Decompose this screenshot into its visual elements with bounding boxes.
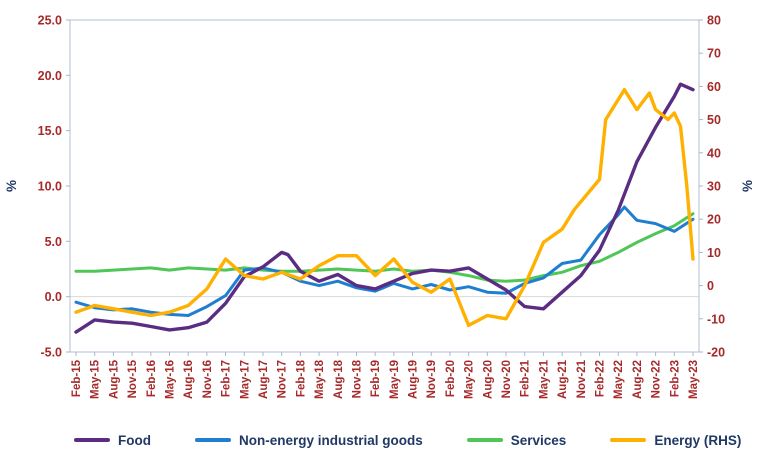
x-tick-label: Feb-17 (221, 360, 233, 397)
x-tick-label: Feb-21 (520, 359, 532, 397)
x-tick-label: May-20 (464, 360, 476, 399)
x-tick-label: May-18 (314, 359, 326, 399)
y-left-tick-label: 25.0 (38, 14, 62, 28)
x-tick-label: Aug-18 (333, 359, 345, 399)
y-left-tick-label: -5.0 (40, 346, 62, 360)
series-line-non-energy-industrial-goods (74, 205, 695, 317)
right-axis-title: % (740, 180, 755, 192)
series-line-food (74, 82, 695, 334)
x-tick-label: Aug-16 (183, 360, 195, 399)
legend-item-energy-rhs: Energy (RHS) (610, 433, 741, 448)
chart-legend: Food Non-energy industrial goods Services E… (0, 415, 768, 465)
x-tick-label: Nov-17 (277, 360, 289, 398)
y-right-tick-label: 10 (707, 246, 721, 260)
x-tick-label: Aug-22 (632, 360, 644, 399)
y-right-tick-label: -10 (707, 312, 725, 326)
x-tick-label: Feb-22 (595, 360, 607, 397)
x-tick-label: Aug-17 (258, 360, 270, 399)
y-left-tick-label: 0.0 (45, 290, 62, 304)
legend-swatch-food (74, 437, 110, 443)
y-right-tick-label: 80 (707, 14, 721, 28)
left-axis-title: % (4, 180, 19, 192)
inflation-components-line-chart: 25.0 20.0 15.0 10.0 5.0 0.0 -5.0 80 70 60 50 40 30 20… (4, 14, 755, 400)
legend-label: Energy (RHS) (654, 432, 742, 448)
x-tick-label: Nov-15 (127, 359, 139, 398)
legend-swatch-services (466, 437, 503, 443)
legend-swatch-energy-rhs (610, 437, 647, 443)
legend-item-food: Food (74, 433, 151, 448)
legend-item-non-energy-industrial-goods: Non-energy industrial goods (195, 433, 423, 448)
y-left-tick-label: 5.0 (45, 235, 62, 249)
y-right-tick-label: -20 (707, 346, 725, 360)
y-right-tick-label: 60 (707, 80, 721, 94)
x-tick-label: Nov-16 (202, 360, 214, 398)
x-tick-label: Feb-16 (146, 360, 158, 397)
x-tick-label: May-15 (90, 359, 102, 399)
x-tick-label: Nov-19 (426, 360, 438, 398)
x-tick-label: Aug-20 (482, 360, 494, 399)
x-tick-label: Aug-19 (408, 360, 420, 399)
y-right-tick-label: 70 (707, 47, 721, 61)
x-tick-label: May-17 (239, 360, 251, 399)
y-right-tick-label: 40 (707, 146, 721, 160)
x-tick-label: Feb-23 (669, 360, 681, 397)
x-tick-label: Aug-21 (557, 359, 569, 399)
y-right-tick-label: 20 (707, 213, 721, 227)
x-tick-label: May-16 (164, 360, 176, 399)
x-tick-label: May-22 (613, 360, 625, 399)
x-tick-label: Nov-20 (501, 360, 513, 398)
x-tick-label: Aug-15 (108, 359, 120, 399)
legend-item-services: Services (466, 432, 567, 448)
legend-label: Non-energy industrial goods (239, 432, 423, 448)
x-tick-label: May-23 (688, 360, 700, 399)
y-left-tick-label: 10.0 (38, 180, 62, 194)
x-tick-label: Nov-22 (651, 360, 663, 398)
legend-label: Food (118, 432, 151, 448)
x-tick-label: Nov-21 (576, 359, 588, 398)
y-left-tick-label: 20.0 (38, 69, 62, 83)
legend-label: Services (510, 432, 567, 448)
y-right-tick-label: 50 (707, 113, 721, 127)
x-tick-label: Feb-20 (445, 360, 457, 397)
x-tick-label: May-19 (389, 360, 401, 399)
series-line-energy-rhs (74, 87, 695, 328)
legend-swatch-non-energy-industrial-goods (195, 437, 231, 443)
x-tick-label: Feb-18 (295, 359, 307, 397)
y-right-tick-label: 30 (707, 180, 721, 194)
y-right-tick-label: 0 (707, 279, 714, 293)
plot-frame (69, 19, 700, 353)
x-tick-label: Nov-18 (351, 359, 363, 398)
x-tick-label: May-21 (538, 359, 550, 399)
y-left-tick-label: 15.0 (38, 124, 62, 138)
x-tick-label: Feb-19 (370, 360, 382, 397)
x-tick-label: Feb-15 (71, 359, 83, 397)
